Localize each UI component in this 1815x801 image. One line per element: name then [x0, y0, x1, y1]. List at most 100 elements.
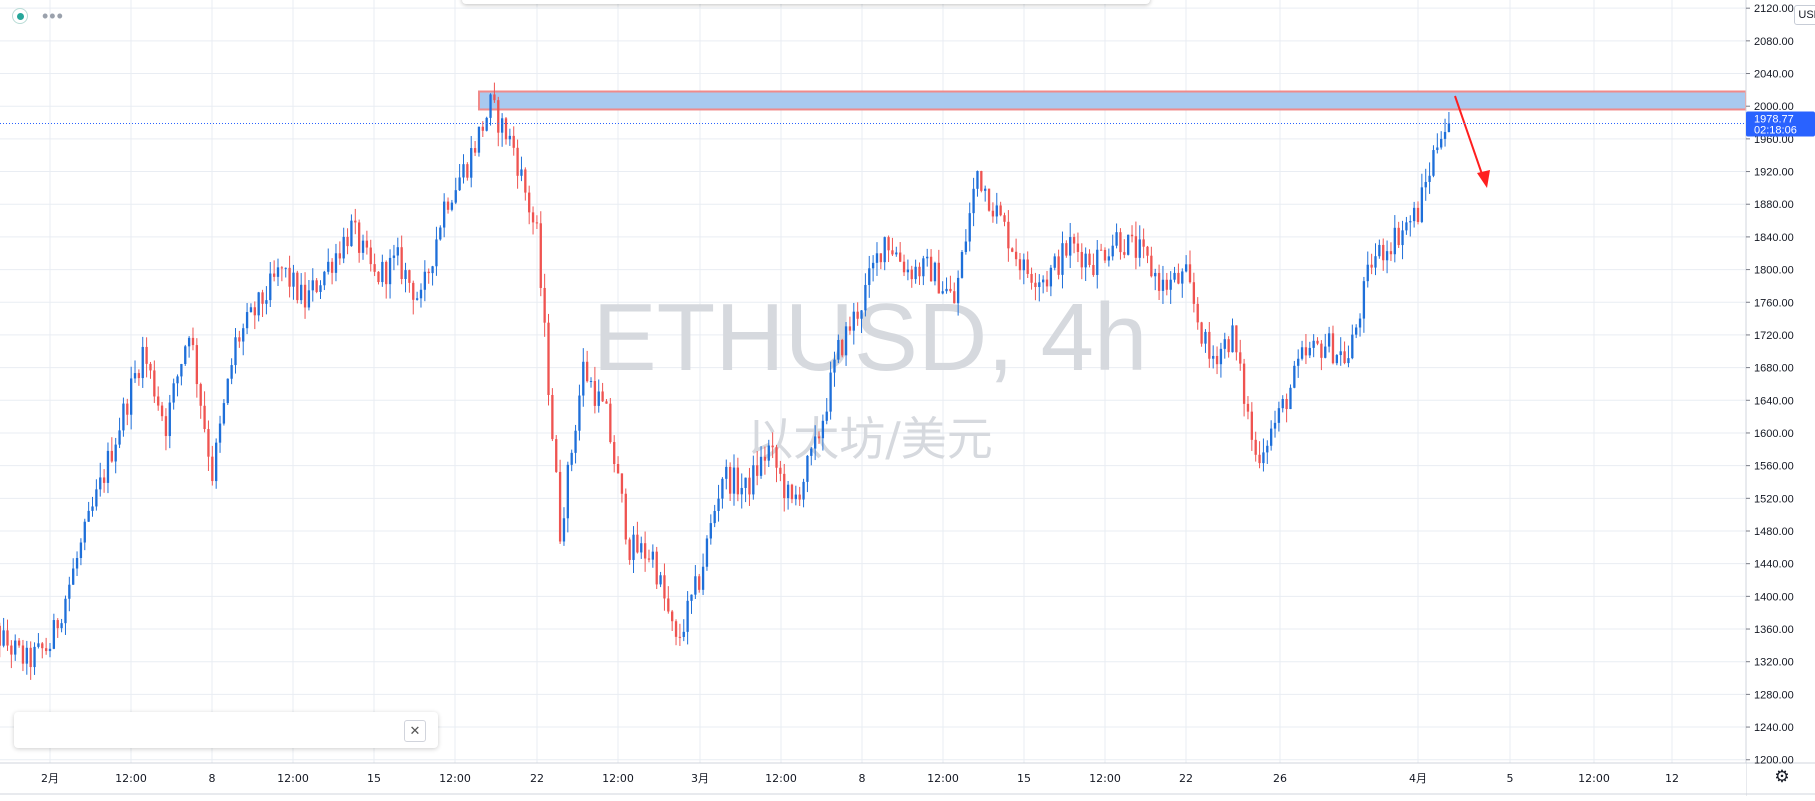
candle-body: [531, 212, 535, 223]
candle-body: [868, 268, 871, 285]
candle-body: [922, 258, 925, 277]
candle-body: [640, 543, 643, 553]
candle-body: [871, 262, 875, 269]
down-arrow-line[interactable]: [1454, 95, 1485, 181]
candle-body: [234, 337, 237, 366]
candle-body: [106, 450, 110, 483]
candle-body: [145, 346, 148, 364]
candle-body: [663, 575, 666, 599]
candle-body: [37, 643, 40, 647]
candle-body: [744, 477, 747, 488]
resistance-zone[interactable]: [478, 90, 1747, 111]
candle-body: [1235, 325, 1238, 353]
candle-body: [732, 467, 736, 494]
candle-body: [280, 267, 284, 269]
candle-body: [64, 598, 67, 624]
candle-body: [933, 262, 937, 282]
candle-body: [964, 241, 968, 253]
candle-body: [435, 239, 438, 267]
candle-body: [133, 373, 137, 379]
more-dots-icon[interactable]: •••: [42, 6, 64, 26]
candle-body: [1053, 256, 1056, 268]
candle-body: [721, 478, 724, 499]
candle-body: [551, 394, 554, 440]
candle-body: [157, 396, 160, 406]
candle-body: [1212, 355, 1215, 359]
candle-body: [75, 557, 79, 569]
candle-body: [323, 271, 326, 286]
candle-body: [269, 273, 272, 301]
close-icon[interactable]: ✕: [404, 720, 426, 742]
candle-body: [767, 445, 770, 461]
candle-body: [191, 337, 195, 346]
candle-body: [632, 534, 635, 560]
candle-body: [647, 558, 651, 560]
gear-icon[interactable]: ⚙: [1774, 767, 1790, 786]
candle-body: [319, 285, 322, 292]
candle-body: [230, 365, 233, 379]
candle-body: [1304, 347, 1308, 356]
candle-body: [929, 256, 933, 282]
time-axis[interactable]: [0, 763, 1746, 796]
status-dot-icon[interactable]: [12, 8, 28, 24]
candle-body: [779, 467, 782, 474]
x-tick-label: 5: [1507, 772, 1514, 785]
annotations[interactable]: [1454, 95, 1490, 188]
candle-body: [95, 489, 98, 507]
candle-body: [837, 339, 840, 360]
candles: [0, 82, 1451, 680]
candle-body: [1161, 279, 1165, 291]
down-arrow-head[interactable]: [1477, 170, 1490, 188]
candle-body: [1196, 303, 1199, 323]
candle-body: [1266, 445, 1269, 453]
candle-body: [361, 240, 365, 253]
candle-body: [83, 521, 86, 543]
candle-body: [674, 621, 678, 637]
candle-body: [829, 372, 832, 412]
candle-body: [1204, 331, 1207, 344]
candle-body: [578, 395, 581, 431]
candle-body: [415, 298, 419, 300]
candle-body: [1385, 251, 1389, 261]
candle-body: [195, 345, 199, 385]
candle-body: [616, 464, 620, 474]
x-tick-label: 12:00: [765, 772, 797, 785]
x-tick-label: 15: [1017, 772, 1031, 785]
candle-body: [759, 456, 763, 476]
candle-body: [1447, 123, 1451, 132]
candle-body: [462, 164, 465, 178]
candle-body: [1192, 282, 1196, 304]
candle-body: [1227, 339, 1230, 353]
y-tick-label: 1600.00: [1754, 428, 1794, 440]
candle-body: [1409, 221, 1412, 223]
candle-body: [350, 220, 353, 247]
x-tick-label: 3月: [691, 772, 709, 785]
candle-body: [914, 266, 917, 280]
candle-body: [562, 518, 566, 542]
candle-body: [110, 450, 113, 462]
y-tick-label: 2040.00: [1754, 69, 1794, 81]
candle-body: [1011, 248, 1014, 252]
candle-body: [454, 190, 457, 203]
candle-body: [899, 252, 902, 262]
candle-body: [199, 384, 202, 406]
candle-body: [1370, 264, 1373, 268]
candle-body: [949, 288, 952, 292]
candle-body: [690, 594, 693, 601]
candle-body: [493, 94, 496, 101]
candle-body: [342, 236, 345, 259]
x-tick-label: 12:00: [277, 772, 309, 785]
candle-body: [620, 473, 624, 494]
candle-body: [1177, 272, 1180, 284]
candle-body: [1389, 251, 1393, 255]
resistance-zone-rect[interactable]: [478, 90, 1747, 111]
candle-body: [987, 188, 991, 211]
candle-body: [257, 292, 260, 316]
candle-body: [713, 510, 716, 524]
candle-body: [1297, 358, 1300, 366]
currency-badge[interactable]: USD: [1794, 5, 1815, 25]
candle-body: [1173, 272, 1176, 280]
candle-body: [1181, 271, 1184, 284]
